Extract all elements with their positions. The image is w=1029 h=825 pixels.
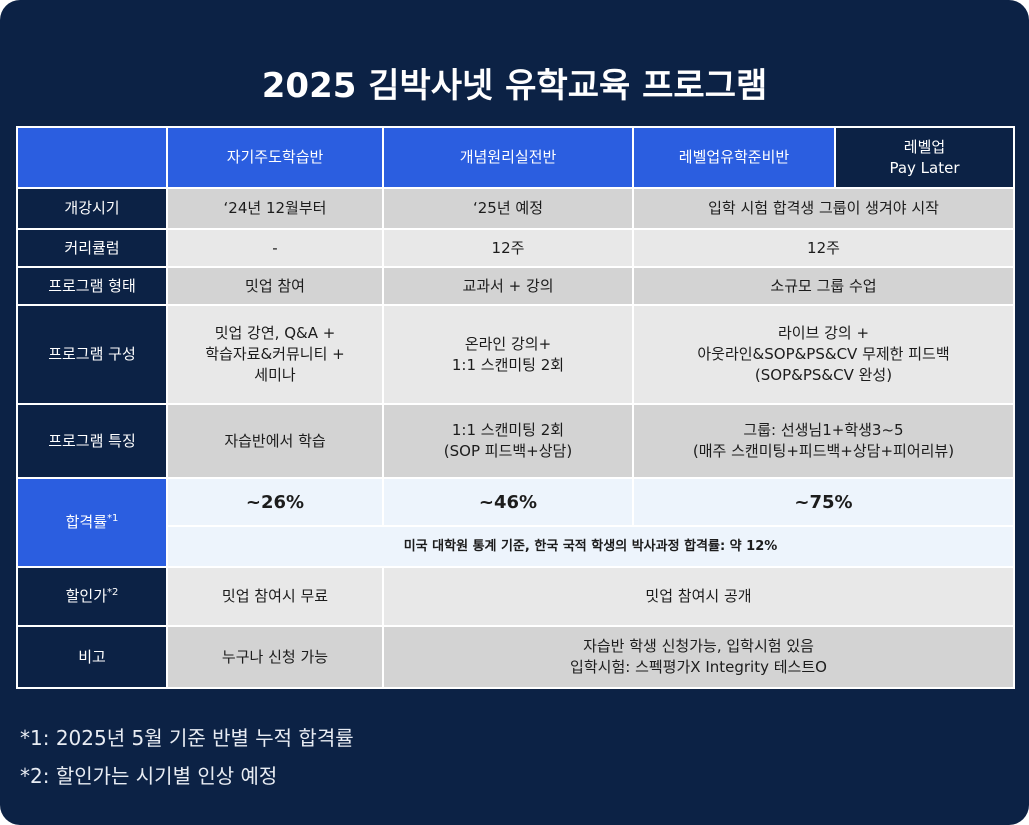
cell-feature-levelup: 그룹: 선생님1+학생3~5 (매주 스캔미팅+피드백+상담+피어리뷰) xyxy=(632,403,1015,479)
composition-self-line: 세미나 xyxy=(254,366,296,384)
composition-levelup-line: (SOP&PS&CV 완성) xyxy=(754,366,893,384)
cell-remarks-self: 누구나 신청 가능 xyxy=(166,625,384,689)
discount-footnote-mark: *2 xyxy=(107,587,119,598)
row-passrate-note: 미국 대학원 통계 기준, 한국 국적 학생의 박사과정 합격률: 약 12% xyxy=(17,525,1015,568)
cell-composition-self: 밋업 강연, Q&A + 학습자료&커뮤니티 + 세미나 xyxy=(166,304,384,405)
row-passrate: 합격률*1 ~26% ~46% ~75% xyxy=(16,477,1015,568)
cell-discount-self: 밋업 참여시 무료 xyxy=(166,566,384,627)
footnote-2: *2: 할인가는 시기별 인상 예정 xyxy=(20,764,278,788)
row-label-composition: 프로그램 구성 xyxy=(16,304,168,405)
row-label-format: 프로그램 형태 xyxy=(16,266,168,306)
remarks-line: 입학시험: 스펙평가X Integrity 테스트O xyxy=(570,658,827,676)
page-title: 2025 김박사넷 유학교육 프로그램 xyxy=(261,66,768,106)
feature-levelup-line: (매주 스캔미팅+피드백+상담+피어리뷰) xyxy=(692,442,955,460)
cell-feature-concept: 1:1 스캔미팅 2회 (SOP 피드백+상담) xyxy=(382,403,634,479)
row-format: 프로그램 형태 밋업 참여 교과서 + 강의 소규모 그룹 수업 xyxy=(16,266,1015,306)
discount-label: 할인가 xyxy=(65,587,108,605)
row-label-discount: 할인가*2 xyxy=(16,566,168,627)
row-remarks: 비고 누구나 신청 가능 자습반 학생 신청가능, 입학시험 있음 입학시험: … xyxy=(16,625,1015,689)
cell-remarks-rest: 자습반 학생 신청가능, 입학시험 있음 입학시험: 스펙평가X Integri… xyxy=(382,625,1015,689)
row-label-feature: 프로그램 특징 xyxy=(16,403,168,479)
col-header-concept: 개념원리실전반 xyxy=(382,126,634,189)
col-header-paylater: 레벨업 Pay Later xyxy=(834,126,1015,189)
cell-passrate-levelup: ~75% xyxy=(632,477,1015,527)
row-label-remarks: 비고 xyxy=(16,625,168,689)
row-label-start: 개강시기 xyxy=(16,187,168,230)
cell-composition-levelup: 라이브 강의 + 아웃라인&SOP&PS&CV 무제한 피드백 (SOP&PS&… xyxy=(632,304,1015,405)
cell-format-levelup: 소규모 그룹 수업 xyxy=(632,266,1015,306)
remarks-line: 자습반 학생 신청가능, 입학시험 있음 xyxy=(583,637,814,655)
passrate-footnote-mark: *1 xyxy=(107,513,119,524)
composition-levelup-line: 라이브 강의 + xyxy=(777,324,870,342)
feature-levelup-line: 그룹: 선생님1+학생3~5 xyxy=(743,421,904,439)
col-header-levelup: 레벨업유학준비반 xyxy=(632,126,836,189)
composition-self-line: 학습자료&커뮤니티 + xyxy=(205,345,345,363)
header-corner xyxy=(16,126,168,189)
header-row: 자기주도학습반 개념원리실전반 레벨업유학준비반 레벨업 Pay Later xyxy=(16,126,1015,189)
feature-concept-line: 1:1 스캔미팅 2회 xyxy=(451,421,565,439)
paylater-line2: Pay Later xyxy=(889,158,960,177)
row-feature: 프로그램 특징 자습반에서 학습 1:1 스캔미팅 2회 (SOP 피드백+상담… xyxy=(16,403,1015,479)
feature-concept-line: (SOP 피드백+상담) xyxy=(443,442,573,460)
cell-format-concept: 교과서 + 강의 xyxy=(382,266,634,306)
cell-curriculum-self: - xyxy=(166,228,384,268)
program-table: 자기주도학습반 개념원리실전반 레벨업유학준비반 레벨업 Pay Later 개… xyxy=(16,126,1015,689)
cell-start-levelup: 입학 시험 합격생 그룹이 생겨야 시작 xyxy=(632,187,1015,230)
cell-passrate-concept: ~46% xyxy=(382,477,634,527)
cell-format-self: 밋업 참여 xyxy=(166,266,384,306)
cell-start-concept: ‘25년 예정 xyxy=(382,187,634,230)
composition-levelup-line: 아웃라인&SOP&PS&CV 무제한 피드백 xyxy=(697,345,950,363)
cell-curriculum-concept: 12주 xyxy=(382,228,634,268)
row-label-passrate: 합격률*1 xyxy=(16,477,168,568)
row-start: 개강시기 ‘24년 12월부터 ‘25년 예정 입학 시험 합격생 그룹이 생겨… xyxy=(16,187,1015,230)
passrate-label: 합격률 xyxy=(65,513,108,531)
cell-feature-self: 자습반에서 학습 xyxy=(166,403,384,479)
cell-start-self: ‘24년 12월부터 xyxy=(166,187,384,230)
composition-concept-line: 온라인 강의+ xyxy=(464,334,552,353)
footnote-1: *1: 2025년 5월 기준 반별 누적 합격률 xyxy=(20,726,354,750)
row-curriculum: 커리큘럼 - 12주 12주 xyxy=(16,228,1015,268)
cell-passrate-self: ~26% xyxy=(166,477,384,527)
paylater-line1: 레벨업 xyxy=(903,137,946,156)
row-discount: 할인가*2 밋업 참여시 무료 밋업 참여시 공개 xyxy=(16,566,1015,627)
row-composition: 프로그램 구성 밋업 강연, Q&A + 학습자료&커뮤니티 + 세미나 온라인… xyxy=(16,304,1015,405)
cell-curriculum-levelup: 12주 xyxy=(632,228,1015,268)
composition-self-line: 밋업 강연, Q&A + xyxy=(214,324,336,342)
row-label-curriculum: 커리큘럼 xyxy=(16,228,168,268)
passrate-note: 미국 대학원 통계 기준, 한국 국적 학생의 박사과정 합격률: 약 12% xyxy=(166,525,1015,568)
composition-concept-line: 1:1 스캔미팅 2회 xyxy=(451,355,565,374)
col-header-self-study: 자기주도학습반 xyxy=(166,126,384,189)
cell-discount-rest: 밋업 참여시 공개 xyxy=(382,566,1015,627)
cell-composition-concept: 온라인 강의+ 1:1 스캔미팅 2회 xyxy=(382,304,634,405)
